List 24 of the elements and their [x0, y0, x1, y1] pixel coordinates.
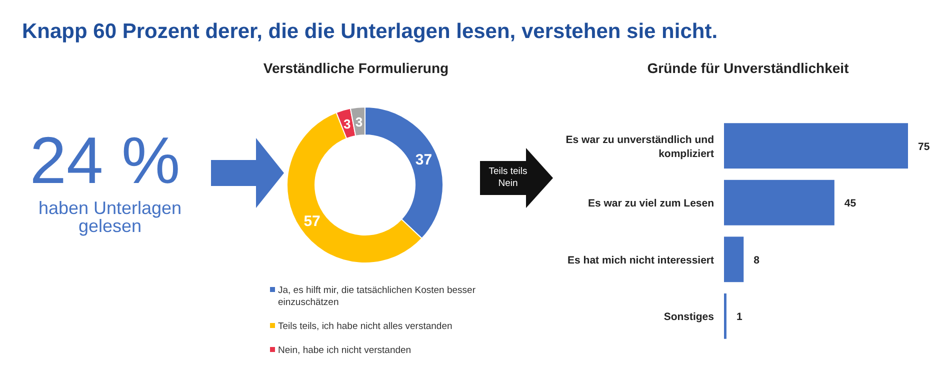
bar	[724, 123, 908, 169]
y-tick-label: Es war zu viel zum Lesen	[588, 198, 714, 210]
chart-title: Verständliche Formulierung	[263, 60, 449, 76]
legend-label: Teils teils, ich habe nicht alles verstanden	[278, 321, 452, 332]
legend-label: Nein, habe ich nicht verstanden	[278, 345, 412, 356]
data-label: 1	[736, 311, 742, 324]
y-tick-label: Sonstiges	[664, 311, 714, 324]
data-label: 3	[355, 114, 363, 130]
data-label: 3	[344, 116, 351, 132]
data-label: 37	[415, 152, 432, 169]
text: haben Unterlagen gelesen	[38, 198, 182, 236]
data-label: 45	[844, 198, 856, 210]
bar	[724, 180, 834, 226]
data-label: 8	[754, 254, 760, 266]
y-tick-label: Es war zu unverständlich und kompliziert	[566, 134, 714, 160]
text: Knapp 60 Prozent derer, die die Unterlagen lesen, verstehen sie nicht.	[22, 20, 718, 43]
data-label: 57	[304, 212, 320, 230]
y-tick-label: Es hat mich nicht interessiert	[568, 254, 714, 266]
chart-title: Gründe für Unverständlichkeit	[647, 60, 850, 76]
data-label: 75	[918, 140, 930, 153]
legend-label: Ja, es hilft mir, die tatsächlichen Kosten besser einzuschätzen	[278, 285, 476, 308]
bar	[724, 236, 744, 282]
text: 24 %	[30, 123, 180, 197]
text: Teils teils Nein	[488, 166, 528, 189]
